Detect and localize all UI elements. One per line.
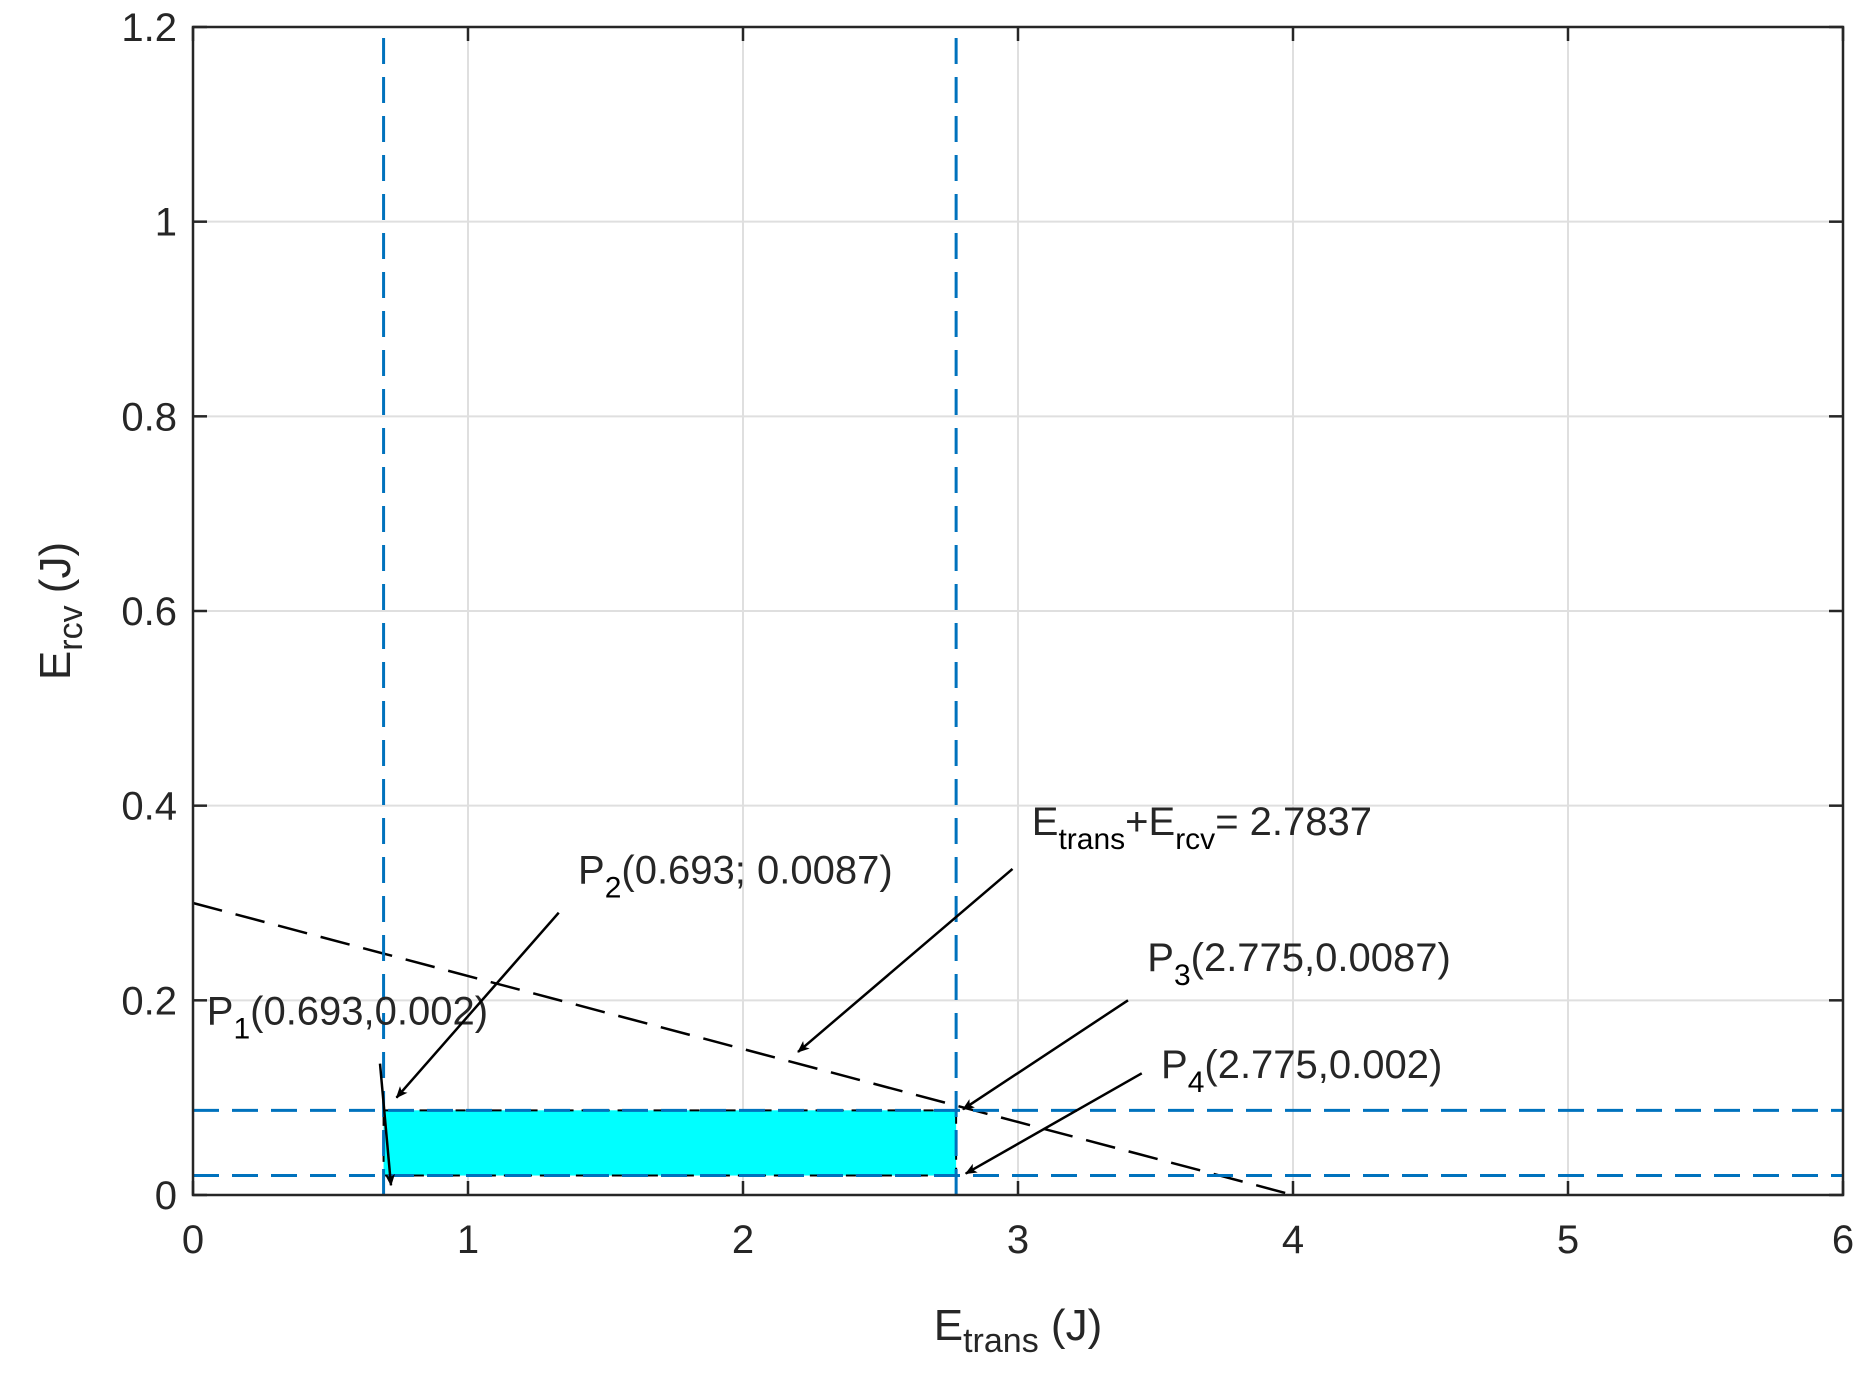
x-axis-label-main: E xyxy=(934,1301,963,1350)
x-tick-label-0: 0 xyxy=(182,1218,204,1262)
x-tick-label-3: 3 xyxy=(1007,1218,1029,1262)
y-tick-label-0: 0 xyxy=(155,1174,177,1218)
annotation-sum: Etrans+Ercv= 2.7837 xyxy=(1032,800,1372,856)
annotation-p4-sub: 4 xyxy=(1188,1066,1205,1099)
annotation-p1-main: P xyxy=(207,990,234,1034)
series-line-1 xyxy=(192,901,1294,1197)
annotation-sum-rest: = 2.7837 xyxy=(1215,800,1372,844)
annotation-sum-main: E xyxy=(1032,800,1059,844)
y-tick-label-3: 0.6 xyxy=(121,590,177,634)
annotation-p1-sub: 1 xyxy=(233,1013,250,1046)
y-axis-label-sub: rcv xyxy=(52,605,90,650)
annotation-p3-main: P xyxy=(1147,936,1174,980)
x-axis-label-unit: (J) xyxy=(1039,1301,1103,1350)
annotation-p2-sub: 2 xyxy=(605,872,622,905)
annotation-arrow-p1 xyxy=(378,1063,395,1187)
feasible-region-layer xyxy=(382,1109,958,1177)
annotation-arrow-p3 xyxy=(962,999,1129,1111)
y-tick-label-4: 0.8 xyxy=(121,395,177,439)
annotations: P1(0.693,0.002)P2(0.693; 0.0087)Etrans+E… xyxy=(207,800,1451,1187)
annotation-p2-rest: (0.693; 0.0087) xyxy=(621,849,892,893)
x-tick-label-4: 4 xyxy=(1282,1218,1304,1262)
y-axis-label-unit: (J) xyxy=(31,542,80,606)
annotation-arrow-sum xyxy=(797,867,1014,1053)
annotation-arrow-p4 xyxy=(964,1072,1143,1175)
annotation-p1: P1(0.693,0.002) xyxy=(207,990,488,1046)
x-axis-ticks: 0 1 2 3 4 5 6 xyxy=(182,27,1854,1262)
y-axis-label-main: E xyxy=(31,651,80,680)
x-axis-label-sub: trans xyxy=(963,1322,1039,1360)
annotation-p2: P2(0.693; 0.0087) xyxy=(578,849,893,905)
annotation-sum-sub: trans xyxy=(1058,823,1125,856)
y-axis-ticks: 0 0.2 0.4 0.6 0.8 1 1.2 xyxy=(121,6,1843,1218)
annotation-p3-rest: (2.775,0.0087) xyxy=(1191,936,1451,980)
grid-lines xyxy=(193,26,1844,1195)
x-tick-label-2: 2 xyxy=(732,1218,754,1262)
annotation-p4: P4(2.775,0.002) xyxy=(1161,1043,1442,1099)
y-tick-label-5: 1 xyxy=(155,201,177,245)
annotation-arrow-p2 xyxy=(395,911,560,1099)
x-tick-label-6: 6 xyxy=(1832,1218,1854,1262)
annotation-sum-mid: +E xyxy=(1125,800,1175,844)
annotation-p4-main: P xyxy=(1161,1043,1188,1087)
y-tick-label-6: 1.2 xyxy=(121,6,177,50)
annotation-p4-rest: (2.775,0.002) xyxy=(1204,1043,1442,1087)
y-axis-label: Ercv (J) xyxy=(31,542,90,680)
x-tick-label-5: 5 xyxy=(1557,1218,1579,1262)
y-tick-label-2: 0.4 xyxy=(121,785,177,829)
x-tick-label-1: 1 xyxy=(457,1218,479,1262)
series-layer xyxy=(192,27,1843,1197)
feasible-region xyxy=(382,1109,958,1177)
annotation-p3: P3(2.775,0.0087) xyxy=(1147,936,1451,992)
annotation-p2-main: P xyxy=(578,849,605,893)
x-axis-label: Etrans (J) xyxy=(934,1301,1102,1360)
annotation-p3-sub: 3 xyxy=(1174,959,1191,992)
y-tick-label-1: 0.2 xyxy=(121,979,177,1023)
annotation-sum-sub2: rcv xyxy=(1175,823,1215,856)
annotation-p1-rest: (0.693,0.002) xyxy=(250,990,488,1034)
